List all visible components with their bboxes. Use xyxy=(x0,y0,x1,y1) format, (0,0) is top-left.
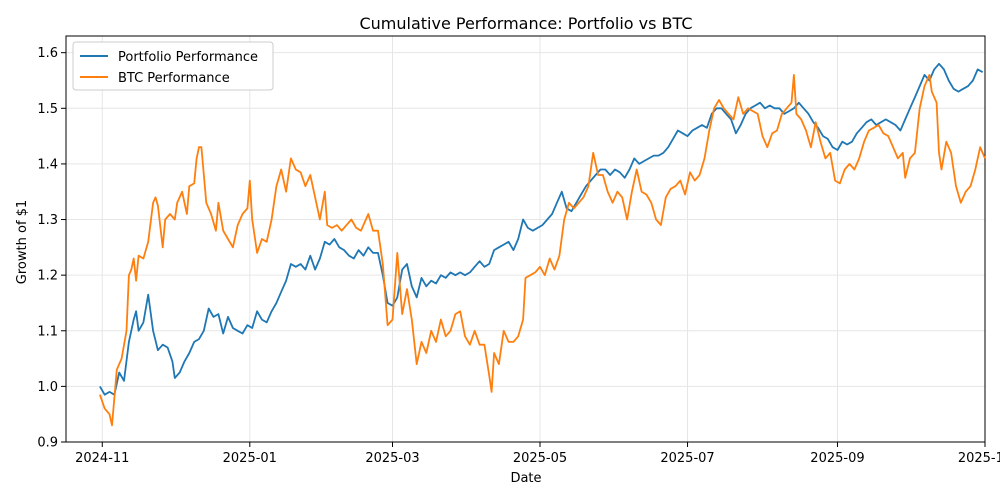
x-tick-label: 2025-07 xyxy=(660,451,714,466)
y-tick-label: 1.1 xyxy=(37,324,58,339)
axis-ticks: 2024-11 2025-01 2025-03 2025-05 2025-07 2025-… xyxy=(37,46,1000,466)
y-tick-label: 1.5 xyxy=(37,102,58,117)
x-tick-label: 2025-01 xyxy=(223,451,277,466)
x-tick-label: 2025-03 xyxy=(365,451,419,466)
x-tick-label: 2025-09 xyxy=(810,451,864,466)
axes-frame xyxy=(65,35,986,443)
y-tick-label: 1.3 xyxy=(37,213,58,228)
x-tick-label: 2024-11 xyxy=(75,451,129,466)
gridlines xyxy=(66,36,986,443)
y-tick-label: 1.0 xyxy=(37,380,58,395)
y-tick-label: 1.6 xyxy=(37,46,58,61)
chart-title: Cumulative Performance: Portfolio vs BTC xyxy=(359,14,692,33)
y-axis-label: Growth of $1 xyxy=(15,200,30,284)
x-axis-label: Date xyxy=(510,471,541,486)
series-line-btc xyxy=(99,74,986,427)
legend-label-portfolio: Portfolio Performance xyxy=(118,50,258,65)
series-line-portfolio xyxy=(99,62,984,396)
legend: Portfolio Performance BTC Performance xyxy=(72,41,274,91)
series-lines xyxy=(99,62,986,427)
x-tick-label: 2025-11 xyxy=(958,451,1000,466)
y-tick-label: 0.9 xyxy=(37,436,58,451)
legend-box xyxy=(72,41,274,91)
y-tick-label: 1.2 xyxy=(37,269,58,284)
x-tick-label: 2025-05 xyxy=(513,451,567,466)
y-tick-label: 1.4 xyxy=(37,157,58,172)
legend-label-btc: BTC Performance xyxy=(118,71,230,86)
